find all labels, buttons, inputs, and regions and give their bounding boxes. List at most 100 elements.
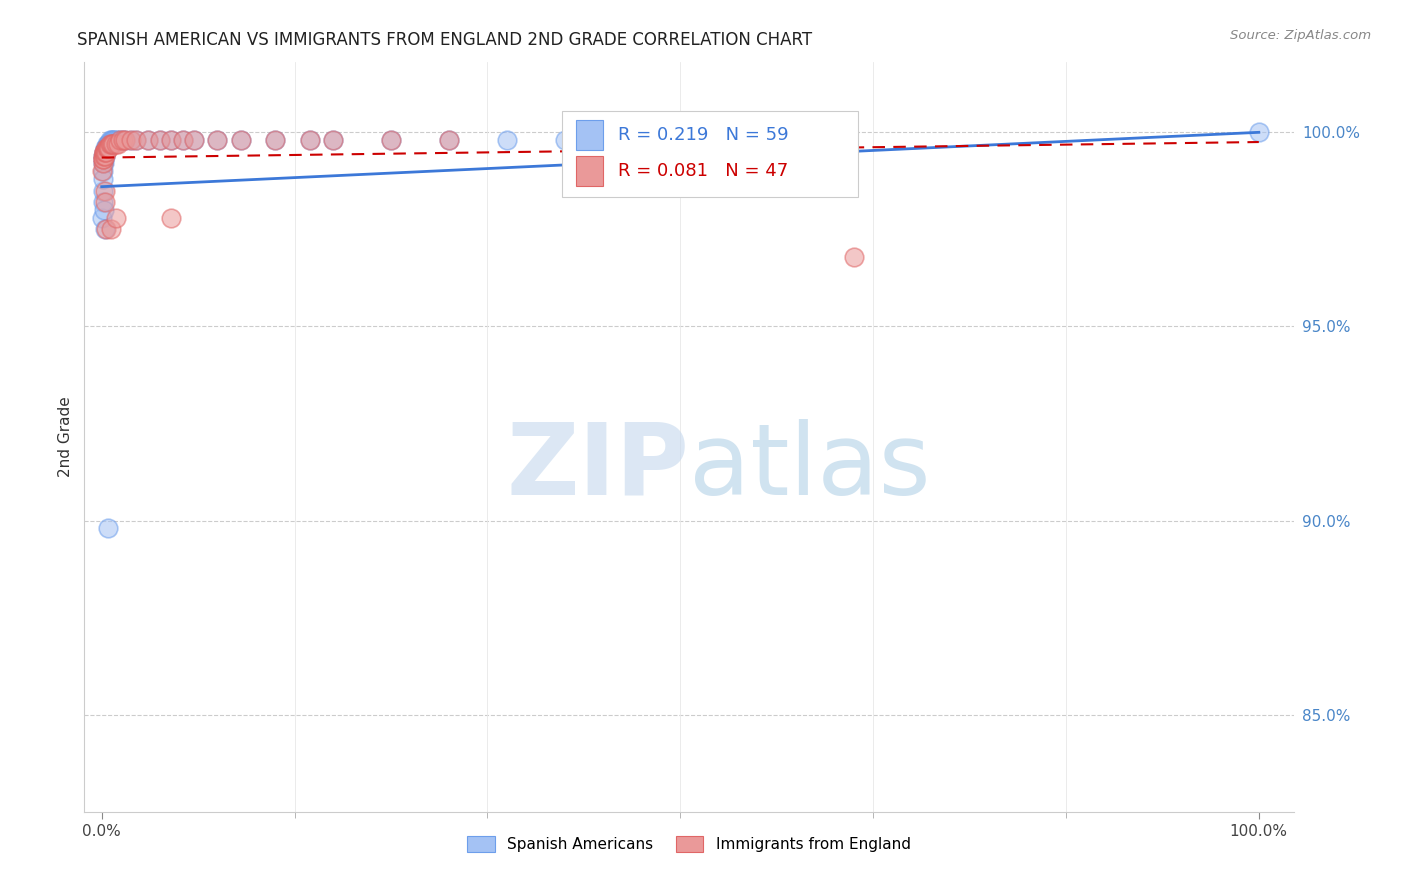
Point (94, 145, 117, 159)
Point (207, 133, 229, 147)
Point (172, 133, 194, 147)
Point (96, 145, 118, 159)
Point (94, 145, 117, 159)
Point (94, 141, 117, 155)
Point (98, 136, 121, 151)
Point (98, 133, 121, 147)
Point (93, 153, 115, 167)
Bar (576, 120, 603, 150)
Point (93, 156, 115, 170)
Point (91, 164, 114, 178)
Point (183, 133, 205, 147)
Point (101, 133, 124, 147)
Point (96, 136, 118, 151)
Point (322, 133, 344, 147)
Point (93, 148, 115, 162)
Point (91, 164, 114, 178)
Point (93, 153, 115, 167)
Point (101, 136, 124, 151)
Point (298, 133, 321, 147)
Point (160, 211, 183, 225)
Point (97, 136, 120, 151)
Text: Source: ZipAtlas.com: Source: ZipAtlas.com (1230, 29, 1371, 42)
Point (114, 133, 136, 147)
Point (97, 141, 120, 155)
Point (93, 145, 115, 159)
Point (136, 133, 159, 147)
Point (93, 145, 115, 159)
Point (264, 133, 287, 147)
Point (93, 145, 115, 159)
Point (93, 172, 115, 186)
Point (120, 133, 142, 147)
Point (554, 133, 576, 147)
Point (96, 141, 118, 155)
Point (96, 141, 118, 155)
Point (114, 133, 136, 147)
Point (207, 133, 229, 147)
Point (136, 133, 159, 147)
Point (1247, 125, 1270, 139)
Point (669, 133, 692, 147)
Point (298, 133, 321, 147)
Point (612, 133, 634, 147)
Point (97, 141, 120, 155)
Point (183, 133, 205, 147)
Point (495, 133, 517, 147)
Point (264, 133, 287, 147)
Point (96, 222, 118, 236)
Point (437, 133, 460, 147)
Text: R = 0.219   N = 59: R = 0.219 N = 59 (617, 126, 789, 145)
Point (103, 133, 125, 147)
Point (111, 133, 134, 147)
Text: atlas: atlas (689, 418, 931, 516)
Point (110, 133, 132, 147)
Bar (576, 156, 603, 186)
Point (103, 136, 125, 151)
Point (229, 133, 252, 147)
Point (125, 133, 148, 147)
FancyBboxPatch shape (562, 112, 858, 197)
Point (93, 145, 115, 159)
Point (96, 136, 118, 151)
Point (100, 133, 122, 147)
Point (96, 521, 118, 535)
Point (148, 133, 170, 147)
Point (94, 195, 117, 210)
Text: SPANISH AMERICAN VS IMMIGRANTS FROM ENGLAND 2ND GRADE CORRELATION CHART: SPANISH AMERICAN VS IMMIGRANTS FROM ENGL… (77, 31, 813, 49)
Point (93, 148, 115, 162)
Point (91, 153, 114, 167)
Point (110, 133, 132, 147)
Point (93, 184, 115, 198)
Y-axis label: 2nd Grade: 2nd Grade (58, 397, 73, 477)
Point (107, 136, 129, 151)
Point (94, 222, 117, 236)
Point (100, 136, 122, 151)
Point (94, 148, 117, 162)
Point (103, 133, 125, 147)
Point (322, 133, 344, 147)
Point (97, 136, 120, 151)
Point (380, 133, 402, 147)
Point (98, 136, 121, 151)
Point (120, 133, 142, 147)
Point (104, 136, 127, 151)
Point (96, 141, 118, 155)
Point (107, 133, 129, 147)
Point (160, 133, 183, 147)
Text: ZIP: ZIP (506, 418, 689, 516)
Point (125, 133, 148, 147)
Point (160, 133, 183, 147)
Point (93, 202, 115, 217)
Point (94, 145, 117, 159)
Point (100, 136, 122, 151)
Point (172, 133, 194, 147)
Point (111, 133, 134, 147)
Point (100, 222, 122, 236)
Point (93, 145, 115, 159)
Point (104, 133, 127, 147)
Point (104, 211, 127, 225)
Point (91, 195, 114, 210)
Point (94, 141, 117, 155)
Point (380, 133, 402, 147)
